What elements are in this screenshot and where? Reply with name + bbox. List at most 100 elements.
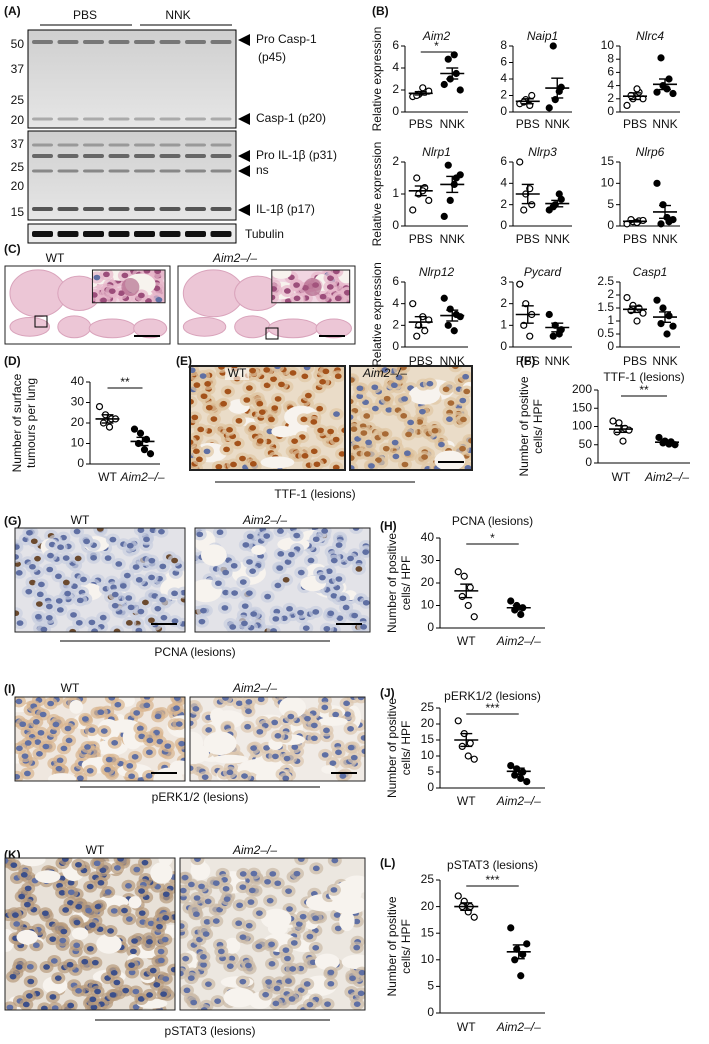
nucleus: [327, 284, 334, 290]
nucleus: [194, 856, 201, 862]
histology-image: [0, 691, 198, 791]
nucleus: [35, 614, 42, 620]
nucleus: [7, 1005, 14, 1011]
label: WT: [86, 843, 105, 857]
y-tick-label: 0: [607, 339, 614, 353]
data-point: [107, 424, 113, 430]
y-tick-label: 4: [500, 71, 507, 85]
nucleus: [84, 744, 91, 750]
data-point: [441, 295, 447, 301]
nucleus: [348, 745, 355, 751]
blot-band: [32, 231, 53, 237]
lumen: [213, 755, 249, 764]
y-tick-label: 0.5: [597, 326, 614, 340]
blot-band: [58, 154, 79, 158]
nucleus: [176, 721, 183, 727]
nucleus: [402, 462, 409, 468]
nucleus: [88, 727, 95, 733]
nucleus: [12, 610, 19, 616]
blot-band: [211, 144, 232, 147]
nucleus: [289, 996, 296, 1002]
nucleus: [126, 916, 133, 922]
nucleus: [327, 970, 334, 976]
lung-lobe: [183, 317, 225, 336]
nucleus: [142, 860, 149, 866]
nucleus: [308, 558, 315, 564]
nucleus: [240, 871, 247, 877]
data-point: [455, 569, 461, 575]
nucleus: [210, 416, 217, 422]
data-point: [441, 82, 447, 88]
data-point: [620, 438, 626, 444]
y-tick-label: 25: [421, 700, 435, 714]
significance-label: ***: [485, 873, 499, 887]
y-tick-label: 20: [71, 415, 85, 429]
nucleus: [59, 938, 66, 944]
label: (p45): [258, 50, 286, 64]
nucleus: [383, 446, 390, 452]
nucleus: [244, 724, 251, 730]
lumen: [342, 955, 374, 970]
panel-label: (C): [4, 242, 21, 256]
chart-title: PCNA (lesions): [452, 514, 533, 528]
nucleus: [27, 979, 34, 985]
nucleus: [148, 575, 155, 581]
nucleus: [126, 620, 133, 626]
nucleus: [156, 297, 163, 303]
blot-band: [83, 154, 104, 158]
nucleus: [347, 726, 354, 732]
y-axis-label: cells/ HPF: [399, 721, 413, 776]
nucleus: [29, 564, 36, 570]
blot-band: [109, 40, 130, 44]
label: WT: [71, 513, 90, 527]
nucleus: [57, 607, 64, 613]
y-tick-label: 2: [607, 91, 614, 105]
nucleus: [222, 570, 229, 576]
nucleus: [150, 968, 157, 974]
lumen: [339, 911, 354, 931]
y-tick-label: 0: [77, 456, 84, 470]
nucleus: [158, 949, 165, 955]
data-point: [656, 434, 662, 440]
chart-title: Nlrp1: [422, 145, 451, 159]
nucleus: [419, 409, 426, 415]
chart-title: Nlrp3: [528, 145, 557, 159]
blot-band: [83, 170, 104, 173]
nucleus: [305, 393, 312, 399]
nucleus: [143, 703, 150, 709]
label: PCNA (lesions): [154, 645, 235, 659]
data-point: [148, 451, 154, 457]
nucleus: [184, 988, 191, 994]
nucleus: [282, 776, 289, 782]
nucleus: [226, 427, 233, 433]
nucleus: [245, 963, 252, 969]
data-point: [658, 321, 664, 327]
nucleus: [34, 556, 41, 562]
nucleus: [362, 549, 369, 555]
nucleus: [43, 964, 50, 970]
nucleus: [89, 922, 96, 928]
nucleus: [239, 884, 246, 890]
panel-label: (H): [380, 519, 397, 533]
y-tick-label: 0: [500, 104, 507, 118]
data-point: [529, 93, 535, 99]
nucleus: [316, 406, 323, 412]
data-point: [422, 328, 428, 334]
data-point: [461, 573, 467, 579]
nucleus: [246, 923, 253, 929]
blot-band: [83, 207, 104, 211]
nucleus: [111, 970, 118, 976]
arrowhead: [238, 204, 250, 216]
blot-band: [160, 144, 181, 147]
nucleus: [13, 774, 20, 780]
y-axis-label: Number of surface: [10, 373, 24, 472]
blot-band: [58, 40, 79, 44]
histology-image: [188, 522, 373, 637]
label: 20: [11, 113, 25, 127]
nucleus: [286, 606, 293, 612]
nucleus: [443, 386, 450, 392]
nucleus: [63, 555, 70, 561]
nucleus: [213, 880, 220, 886]
nucleus: [236, 418, 243, 424]
label: WT: [61, 681, 80, 695]
